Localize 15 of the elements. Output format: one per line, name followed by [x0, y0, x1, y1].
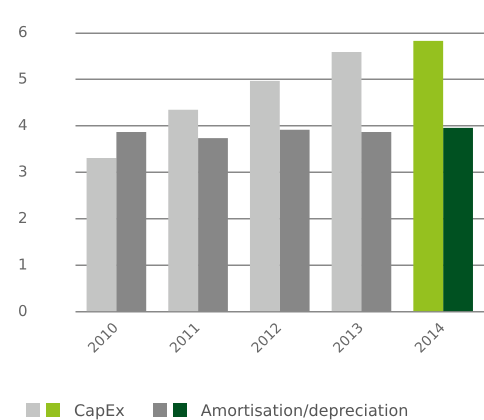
bar	[413, 40, 444, 312]
y-tick-label: 3	[18, 162, 28, 180]
bar	[168, 110, 198, 312]
y-tick-label: 2	[18, 208, 28, 227]
bar	[332, 52, 362, 312]
legend-label: CapEx	[74, 400, 125, 420]
y-tick-label: 0	[18, 302, 28, 320]
bar	[86, 158, 116, 312]
y-tick-label: 4	[18, 116, 28, 134]
y-tick-label: 5	[18, 69, 28, 88]
y-tick-label: 1	[18, 255, 28, 274]
bar	[250, 80, 280, 312]
legend-label: Amortisation/depreciation	[200, 400, 408, 420]
y-tick-label: 6	[18, 22, 28, 41]
bar	[443, 128, 473, 312]
